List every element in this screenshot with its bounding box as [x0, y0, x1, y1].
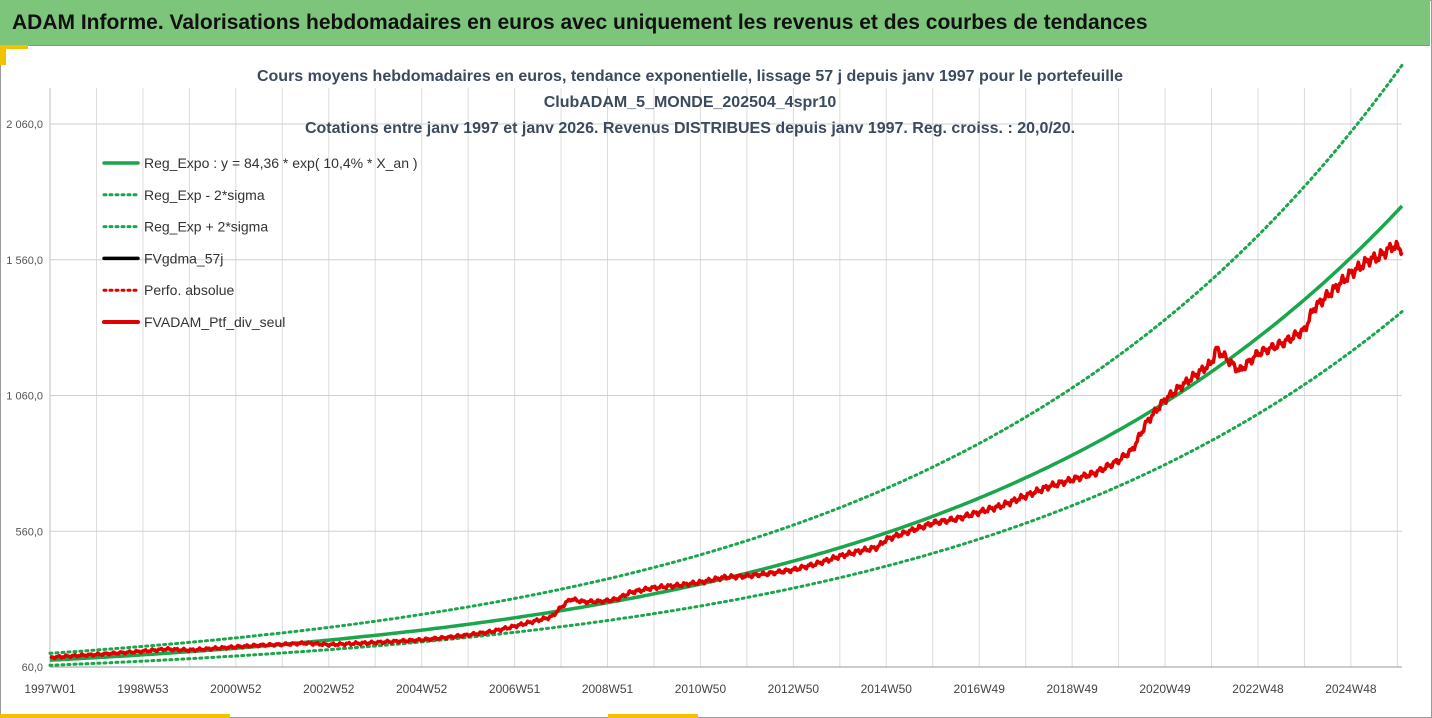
- accent-bar-bottom-mid: [608, 714, 698, 718]
- series-reg-exp-plus-2sigma: [48, 63, 1404, 655]
- x-tick-label: 2000W52: [210, 682, 262, 696]
- y-tick-label: 560,0: [15, 526, 43, 538]
- series-fvgdma-57j: [49, 243, 1403, 659]
- x-tick-label: 2022W48: [1232, 682, 1284, 696]
- x-tick-label: 2002W52: [303, 682, 355, 696]
- x-tick-label: 2012W50: [768, 682, 820, 696]
- series-fvadam-ptf-div-seul: [49, 239, 1404, 661]
- x-tick-label: 2006W51: [489, 682, 541, 696]
- x-tick-label: 2018W49: [1046, 682, 1098, 696]
- legend-label-perfo: Perfo. absolue: [144, 282, 234, 298]
- x-tick-label: 2004W52: [396, 682, 448, 696]
- x-tick-label: 2010W50: [675, 682, 727, 696]
- chart-title-line-2: ClubADAM_5_MONDE_202504_4spr10: [543, 94, 837, 111]
- accent-bar-left: [0, 45, 6, 65]
- x-tick-label: 1998W53: [117, 682, 169, 696]
- chart-title-line-1: Cours moyens hebdomadaires en euros, ten…: [256, 68, 1124, 85]
- legend-label-minus: Reg_Exp - 2*sigma: [144, 187, 265, 203]
- series-reg-expo: [49, 204, 1404, 662]
- x-tick-label: 2008W51: [582, 682, 634, 696]
- y-tick-label: 1 560,0: [6, 255, 43, 267]
- series-reg-exp-minus-2sigma: [48, 310, 1404, 667]
- legend-label-plus: Reg_Exp + 2*sigma: [144, 219, 268, 235]
- y-tick-label: 60,0: [22, 662, 43, 674]
- report-header: ADAM Informe. Valorisations hebdomadaire…: [0, 0, 1430, 46]
- legend-label-reg: Reg_Expo : y = 84,36 * exp( 10,4% * X_an…: [144, 155, 418, 171]
- x-tick-label: 2016W49: [954, 682, 1006, 696]
- x-tick-label: 2014W50: [861, 682, 913, 696]
- legend-label-ptf: FVADAM_Ptf_div_seul: [144, 314, 285, 330]
- x-tick-label: 2020W49: [1139, 682, 1191, 696]
- x-tick-label: 2024W48: [1325, 682, 1377, 696]
- x-tick-label: 1997W01: [24, 682, 76, 696]
- legend-label-fvgdma: FVgdma_57j: [144, 250, 223, 266]
- chart-title: Cours moyens hebdomadaires en euros, ten…: [250, 64, 1130, 142]
- accent-bar-bottom-left: [0, 714, 230, 718]
- accent-bar-top: [0, 45, 28, 49]
- page-title: ADAM Informe. Valorisations hebdomadaire…: [12, 11, 1148, 34]
- y-tick-label: 1 060,0: [6, 391, 43, 403]
- y-tick-label: 2 060,0: [6, 119, 43, 131]
- chart-title-line-3: Cotations entre janv 1997 et janv 2026. …: [304, 120, 1076, 137]
